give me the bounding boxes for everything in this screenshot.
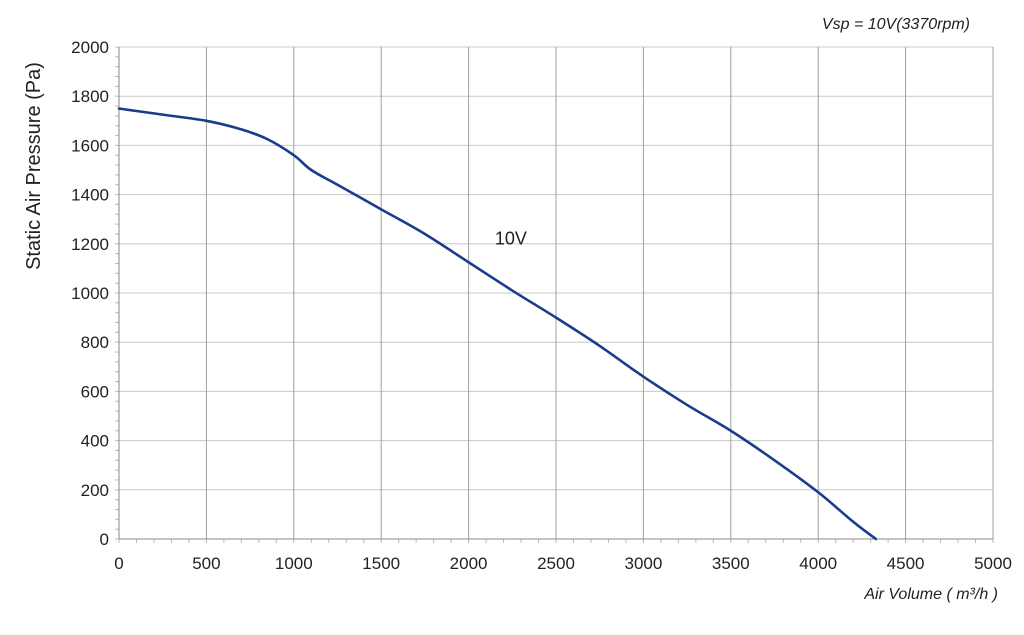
x-tick-labels: 0 500 1000 1500 2000 2500 3000 3500 4000 4500 5000: [114, 554, 1012, 573]
x-axis-label: Air Volume ( m³/h ): [863, 586, 998, 603]
y-tick-label: 400: [81, 432, 109, 451]
y-tick-label: 600: [81, 382, 109, 401]
x-tick-label: 2500: [537, 554, 575, 573]
y-tick-label: 1200: [71, 235, 109, 254]
y-tick-label: 2000: [71, 38, 109, 57]
x-tick-label: 0: [114, 554, 123, 573]
y-tick-label: 200: [81, 481, 109, 500]
y-tick-labels: 0 200 400 600 800 1000 1200 1400 1600 1800 2000: [71, 38, 109, 549]
y-tick-label: 1600: [71, 136, 109, 155]
y-tick-label: 1000: [71, 284, 109, 303]
x-tick-label: 500: [192, 554, 220, 573]
series-group: [117, 107, 878, 541]
y-tick-label: 1400: [71, 186, 109, 205]
series-line-10v: [117, 107, 878, 541]
series-label: 10V: [495, 228, 527, 248]
x-tick-label: 2000: [450, 554, 488, 573]
x-tick-label: 1500: [362, 554, 400, 573]
grid: [119, 46, 994, 539]
chart-title: Vsp = 10V(3370rpm): [822, 16, 970, 33]
x-tick-label: 3000: [624, 554, 662, 573]
x-tick-label: 3500: [712, 554, 750, 573]
axes: [118, 47, 993, 540]
x-tick-label: 4500: [887, 554, 925, 573]
minor-ticks: [115, 46, 994, 543]
y-tick-label: 0: [100, 530, 109, 549]
x-tick-label: 5000: [974, 554, 1012, 573]
y-axis-label: Static Air Pressure (Pa): [23, 62, 45, 270]
y-tick-label: 800: [81, 333, 109, 352]
y-tick-label: 1800: [71, 87, 109, 106]
x-tick-label: 1000: [275, 554, 313, 573]
x-tick-label: 4000: [799, 554, 837, 573]
